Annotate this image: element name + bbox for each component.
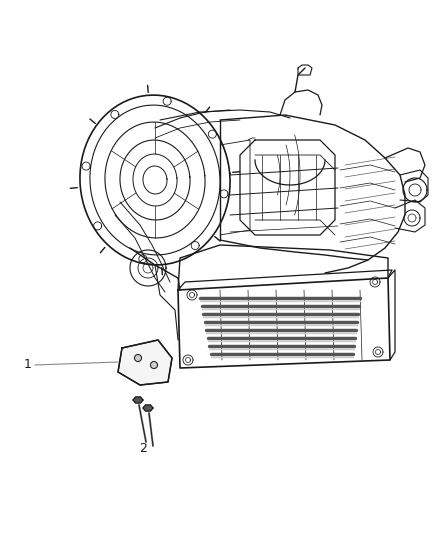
Polygon shape	[118, 340, 172, 385]
Polygon shape	[151, 361, 158, 368]
Text: 2: 2	[139, 441, 147, 455]
Polygon shape	[134, 354, 141, 361]
Polygon shape	[133, 397, 143, 403]
Text: 1: 1	[24, 359, 32, 372]
Polygon shape	[143, 405, 153, 411]
